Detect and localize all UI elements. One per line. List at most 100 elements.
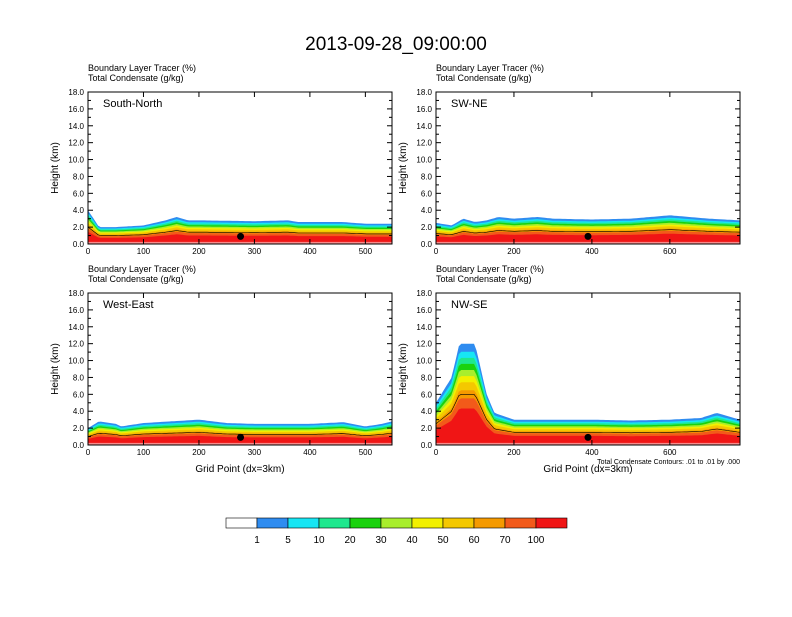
y-tick-label: 10.0 bbox=[416, 357, 432, 366]
x-tick-label: 0 bbox=[86, 448, 91, 457]
colorbar-swatch bbox=[473, 517, 506, 529]
terrain bbox=[436, 241, 740, 244]
colorbar-swatch bbox=[442, 517, 475, 529]
y-tick-label: 16.0 bbox=[416, 306, 432, 315]
y-tick-label: 4.0 bbox=[73, 206, 85, 215]
colorbar-label: 5 bbox=[285, 535, 291, 546]
terrain bbox=[88, 241, 392, 244]
tracer-level-10 bbox=[436, 408, 740, 445]
colorbar-swatch bbox=[318, 517, 351, 529]
y-tick-label: 2.0 bbox=[421, 424, 433, 433]
colorbar-label: 30 bbox=[375, 535, 387, 546]
x-tick-label: 500 bbox=[359, 448, 373, 457]
terrain bbox=[88, 442, 392, 445]
x-tick-label: 400 bbox=[585, 448, 599, 457]
x-tick-label: 400 bbox=[303, 448, 317, 457]
y-tick-label: 18.0 bbox=[68, 289, 84, 298]
x-tick-label: 200 bbox=[507, 448, 521, 457]
colorbar-label: 60 bbox=[468, 535, 480, 546]
colorbar-swatch bbox=[380, 517, 413, 529]
condensate-contour bbox=[435, 229, 741, 236]
colorbar: 1 5 10 20 30 40 50 60 70 100 bbox=[225, 517, 568, 546]
condensate-contour bbox=[87, 226, 392, 236]
colorbar-label: 50 bbox=[437, 535, 449, 546]
y-tick-label: 6.0 bbox=[421, 390, 433, 399]
condensate-contour bbox=[435, 394, 741, 434]
location-marker bbox=[584, 433, 592, 441]
panel-label: NW-SE bbox=[451, 299, 487, 311]
y-axis-label: Height (km) bbox=[50, 142, 61, 194]
y-axis-label: Height (km) bbox=[50, 343, 61, 395]
tracer-level-7 bbox=[436, 382, 740, 445]
tracer-level-4 bbox=[436, 363, 740, 445]
y-tick-label: 12.0 bbox=[68, 139, 84, 148]
panel-legend-line2: Total Condensate (g/kg) bbox=[88, 274, 184, 284]
figure-title: 2013-09-28_09:00:00 bbox=[305, 34, 487, 55]
y-tick-label: 0.0 bbox=[73, 441, 85, 450]
panel-legend-line2: Total Condensate (g/kg) bbox=[436, 274, 532, 284]
y-tick-label: 14.0 bbox=[68, 323, 84, 332]
location-marker bbox=[237, 433, 245, 441]
y-tick-label: 0.0 bbox=[421, 240, 433, 249]
x-tick-label: 0 bbox=[434, 448, 439, 457]
colorbar-swatch bbox=[256, 517, 289, 529]
y-tick-label: 12.0 bbox=[68, 340, 84, 349]
tracer-level-1 bbox=[436, 343, 740, 445]
panel-legend-line1: Boundary Layer Tracer (%) bbox=[88, 264, 196, 274]
x-tick-label: 400 bbox=[585, 247, 599, 256]
y-tick-label: 0.0 bbox=[73, 240, 85, 249]
x-tick-label: 300 bbox=[248, 247, 262, 256]
y-tick-label: 4.0 bbox=[421, 206, 433, 215]
panel-sw-ne: Boundary Layer Tracer (%)Total Condensat… bbox=[398, 63, 741, 256]
panel-south-north: Boundary Layer Tracer (%)Total Condensat… bbox=[50, 63, 393, 256]
colorbar-swatch bbox=[225, 517, 258, 529]
panel-legend-line1: Boundary Layer Tracer (%) bbox=[436, 264, 544, 274]
panels: Boundary Layer Tracer (%)Total Condensat… bbox=[50, 63, 741, 475]
y-tick-label: 6.0 bbox=[421, 189, 433, 198]
y-tick-label: 10.0 bbox=[416, 156, 432, 165]
y-tick-label: 12.0 bbox=[416, 139, 432, 148]
contour-note: Total Condensate Contours: .01 to .01 by… bbox=[597, 459, 740, 466]
x-axis-label: Grid Point (dx=3km) bbox=[543, 464, 632, 475]
colorbar-label: 1 bbox=[254, 535, 260, 546]
y-axis-label: Height (km) bbox=[398, 343, 409, 395]
colorbar-swatch bbox=[535, 517, 568, 529]
tracer-level-8 bbox=[436, 390, 740, 445]
colorbar-swatch bbox=[411, 517, 444, 529]
y-tick-label: 16.0 bbox=[416, 105, 432, 114]
panel-west-east: Boundary Layer Tracer (%)Total Condensat… bbox=[50, 264, 393, 475]
y-tick-label: 4.0 bbox=[73, 407, 85, 416]
x-tick-label: 400 bbox=[303, 247, 317, 256]
x-tick-label: 600 bbox=[663, 448, 677, 457]
y-tick-label: 2.0 bbox=[73, 223, 85, 232]
panel-legend-line2: Total Condensate (g/kg) bbox=[88, 73, 184, 83]
y-tick-label: 2.0 bbox=[421, 223, 433, 232]
x-tick-label: 200 bbox=[192, 448, 206, 457]
x-tick-label: 200 bbox=[507, 247, 521, 256]
tracer-level-2 bbox=[436, 351, 740, 445]
y-tick-label: 18.0 bbox=[68, 88, 84, 97]
y-tick-label: 8.0 bbox=[73, 172, 85, 181]
colorbar-label: 10 bbox=[313, 535, 325, 546]
y-tick-label: 16.0 bbox=[68, 306, 84, 315]
colorbar-swatch bbox=[504, 517, 537, 529]
tracer-level-6 bbox=[436, 376, 740, 445]
colorbar-swatch bbox=[349, 517, 382, 529]
tracer-level-3 bbox=[436, 357, 740, 445]
y-axis-label: Height (km) bbox=[398, 142, 409, 194]
location-marker bbox=[584, 232, 592, 240]
y-tick-label: 14.0 bbox=[416, 323, 432, 332]
panel-legend-line2: Total Condensate (g/kg) bbox=[436, 73, 532, 83]
x-tick-label: 100 bbox=[137, 247, 151, 256]
colorbar-label: 20 bbox=[344, 535, 356, 546]
y-tick-label: 18.0 bbox=[416, 88, 432, 97]
y-tick-label: 6.0 bbox=[73, 189, 85, 198]
y-tick-label: 8.0 bbox=[421, 373, 433, 382]
panel-legend-line1: Boundary Layer Tracer (%) bbox=[436, 63, 544, 73]
y-tick-label: 4.0 bbox=[421, 407, 433, 416]
x-tick-label: 500 bbox=[359, 247, 373, 256]
y-tick-label: 10.0 bbox=[68, 357, 84, 366]
plot-area bbox=[88, 92, 392, 244]
colorbar-label: 40 bbox=[406, 535, 418, 546]
tracer-level-5 bbox=[436, 370, 740, 445]
